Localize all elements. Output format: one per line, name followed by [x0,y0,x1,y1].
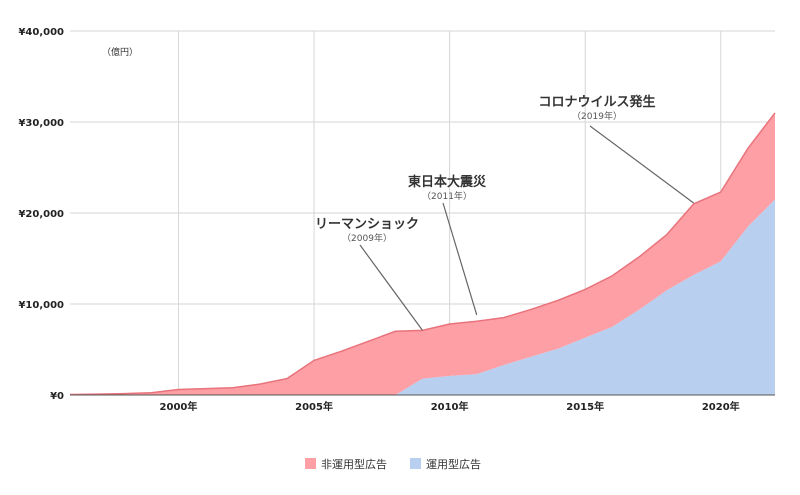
annotation-title: コロナウイルス発生 [538,94,655,110]
annotation-title: リーマンショック [315,217,419,232]
annotation-subtitle: （2011年） [422,190,472,202]
series-area-1 [70,199,775,395]
annotation-leader [359,244,423,331]
y-tick-label: ¥0 [50,391,64,402]
series-area-2 [70,112,775,396]
y-tick-label: ¥40,000 [18,27,64,38]
annotation-subtitle: （2019年） [572,110,622,122]
legend-label: 運用型広告 [426,457,481,471]
legend-swatch [410,458,421,469]
x-tick-label: 2015年 [566,400,604,413]
annotation-leader [442,202,478,316]
x-tick-label: 2020年 [702,400,740,413]
x-tick-label: 2000年 [160,400,198,413]
annotation-title: 東日本大震災 [408,174,487,190]
annotation-subtitle: （2009年） [342,232,392,244]
legend-label: 非運用型広告 [321,457,387,471]
stacked-areas [69,112,776,396]
y-tick-label: ¥30,000 [18,118,64,129]
y-tick-label: ¥20,000 [18,209,64,220]
x-tick-label: 2005年 [295,400,333,413]
legend-swatch [305,458,316,469]
y-tick-label: ¥10,000 [18,300,64,311]
annotation-leader [589,125,695,204]
x-tick-label: 2010年 [431,400,469,413]
unit-label: （億円） [102,46,138,58]
axes: ¥0 ¥10,000 ¥20,000 ¥30,000 ¥40,000 2000年 2005年… [18,27,775,413]
legend: 非運用型広告 運用型広告 [305,457,481,471]
annotations: リーマンショック（2009年） 東日本大震災（2011年） コロナウイルス発生（20… [315,94,695,331]
